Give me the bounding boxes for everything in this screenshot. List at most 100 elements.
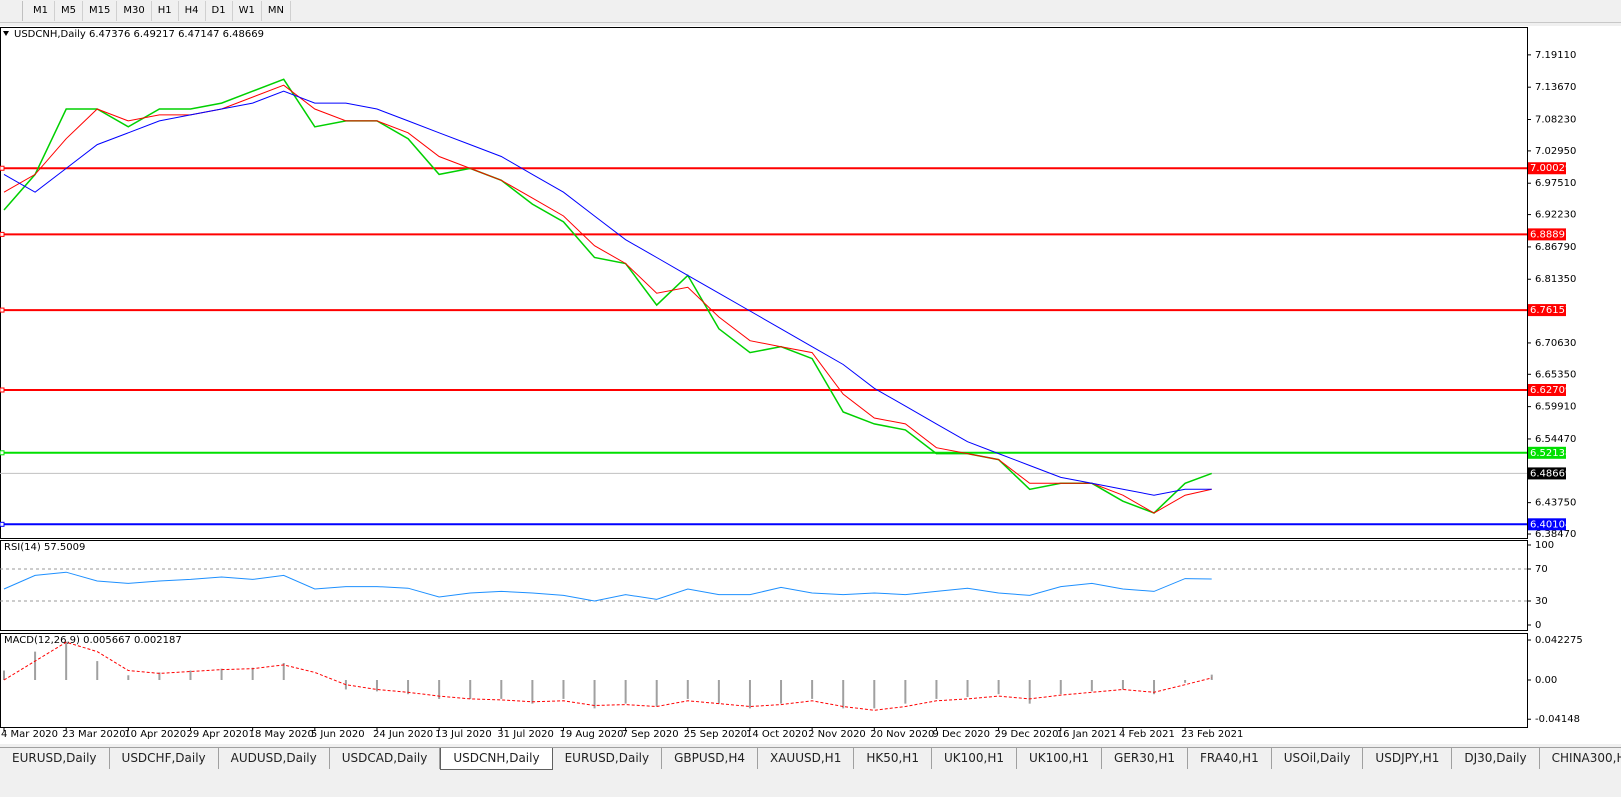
chart-tab[interactable]: GBPUSD,H4 [662, 748, 758, 769]
histogram-bar [1210, 674, 1213, 680]
x-tick-label: 2 Nov 2020 [808, 729, 866, 740]
x-tick-label: 10 Apr 2020 [124, 729, 186, 740]
chart-tab[interactable]: USOil,Daily [1272, 748, 1364, 769]
timeframe-button[interactable]: M5 [55, 1, 83, 21]
histogram-bar [127, 675, 130, 680]
level-label: 6.76157 [1530, 305, 1571, 316]
level-anchor [0, 387, 5, 393]
y-tick-label: 7.02950 [1535, 146, 1576, 157]
x-tick-label: 23 Mar 2020 [62, 729, 125, 740]
y-tick-label: 100 [1535, 540, 1554, 551]
x-tick-label: 25 Sep 2020 [684, 729, 747, 740]
y-tick-label: 6.92230 [1535, 210, 1576, 221]
chart-tab[interactable]: CHINA300,H1 [1540, 748, 1621, 769]
x-tick-label: 29 Dec 2020 [995, 729, 1059, 740]
current-price-label: 6.48669 [1530, 468, 1571, 479]
x-tick-label: 16 Jan 2021 [1057, 729, 1117, 740]
chart-tab[interactable]: GER30,H1 [1102, 748, 1188, 769]
x-tick-label: 5 Jun 2020 [311, 729, 365, 740]
chart-tab[interactable]: DJ30,Daily [1452, 748, 1540, 769]
level-label: 6.40104 [1530, 519, 1571, 530]
series-line [3, 78, 1212, 514]
timeframe-button[interactable]: M15 [83, 1, 118, 21]
x-tick-label: 4 Feb 2021 [1119, 729, 1175, 740]
level-label-box [1528, 228, 1566, 241]
y-tick-label: 6.43750 [1535, 498, 1576, 509]
chart-tab[interactable]: HK50,H1 [854, 748, 932, 769]
y-tick-label: -0.04148 [1535, 714, 1580, 725]
y-tick-label: 70 [1535, 564, 1548, 575]
x-tick-label: 31 Jul 2020 [497, 729, 554, 740]
histogram-bar [904, 680, 907, 704]
level-label: 6.88897 [1530, 229, 1571, 240]
timeframe-button[interactable]: MN [262, 1, 291, 21]
chart-tab[interactable]: XAUUSD,H1 [758, 748, 855, 769]
chart-tab[interactable]: UK100,H1 [1017, 748, 1103, 769]
level-anchor [0, 307, 5, 313]
x-tick-label: 24 Jun 2020 [373, 729, 433, 740]
y-tick-label: 0.042275 [1535, 635, 1583, 646]
chart-tab[interactable]: USDCNH,Daily [440, 748, 553, 770]
histogram-bar [811, 680, 814, 699]
timeframe-button[interactable]: H4 [179, 1, 206, 21]
timeframe-button[interactable]: W1 [233, 1, 262, 21]
series-line [3, 90, 1212, 496]
level-anchor [0, 521, 5, 527]
chart-tab[interactable]: USDCHF,Daily [110, 748, 219, 769]
histogram-bar [966, 680, 969, 698]
histogram-bar [2, 670, 5, 680]
timeframe-button[interactable]: M30 [117, 1, 152, 21]
panel-title: RSI(14) 57.5009 [4, 542, 85, 553]
chart-tab[interactable]: EURUSD,Daily [0, 748, 110, 769]
chart-tab[interactable]: USDCAD,Daily [330, 748, 441, 769]
histogram-bar [407, 680, 410, 695]
panel-frame [0, 540, 1528, 631]
x-tick-label: 29 Apr 2020 [186, 729, 248, 740]
histogram-bar [655, 680, 658, 707]
level-label: 7.00029 [1530, 163, 1571, 174]
histogram-bar [935, 680, 938, 699]
chart-tab[interactable]: UK100,H1 [932, 748, 1017, 769]
y-tick-label: 30 [1535, 596, 1548, 607]
chart-tab[interactable]: USDJPY,H1 [1363, 748, 1453, 769]
current-price-box [1528, 467, 1566, 480]
x-tick-label: 14 Oct 2020 [746, 729, 808, 740]
histogram-bar [220, 668, 223, 680]
timeframe-button[interactable]: D1 [206, 1, 233, 21]
histogram-bar [375, 680, 378, 692]
timeframe-button[interactable]: M1 [27, 1, 55, 21]
series-line [3, 571, 1212, 602]
histogram-bar [997, 680, 1000, 695]
histogram-bar [562, 680, 565, 699]
chart-tab[interactable]: EURUSD,Daily [553, 748, 663, 769]
histogram-bar [158, 672, 161, 680]
x-tick-label: 20 Nov 2020 [870, 729, 934, 740]
histogram-bar [500, 680, 503, 699]
x-tick-label: 7 Sep 2020 [622, 729, 679, 740]
timeframe-button[interactable]: H1 [152, 1, 179, 21]
panel-title: USDCNH,Daily 6.47376 6.49217 6.47147 6.4… [14, 29, 264, 40]
histogram-bar [1153, 680, 1156, 695]
histogram-bar [686, 680, 689, 699]
histogram-bar [842, 680, 845, 709]
histogram-bar [531, 680, 534, 704]
y-tick-label: 7.19110 [1535, 50, 1576, 61]
histogram-bar [1059, 680, 1062, 695]
y-tick-label: 6.97510 [1535, 178, 1576, 189]
y-tick-label: 6.59910 [1535, 402, 1576, 413]
y-tick-label: 0 [1535, 620, 1541, 631]
chart-tab[interactable]: AUDUSD,Daily [219, 748, 330, 769]
chart: USDCNH,Daily 6.47376 6.49217 6.47147 6.4… [0, 26, 1621, 744]
histogram-bar [282, 662, 285, 680]
histogram-bar [1028, 680, 1031, 704]
chart-tab[interactable]: FRA40,H1 [1188, 748, 1272, 769]
histogram-bar [748, 680, 751, 709]
x-tick-label: 23 Feb 2021 [1181, 729, 1243, 740]
y-tick-label: 6.81350 [1535, 274, 1576, 285]
menu-icon[interactable] [0, 1, 23, 21]
histogram-bar [251, 667, 254, 680]
x-tick-label: 4 Mar 2020 [1, 729, 58, 740]
histogram-bar [65, 642, 68, 680]
level-anchor [0, 450, 5, 456]
